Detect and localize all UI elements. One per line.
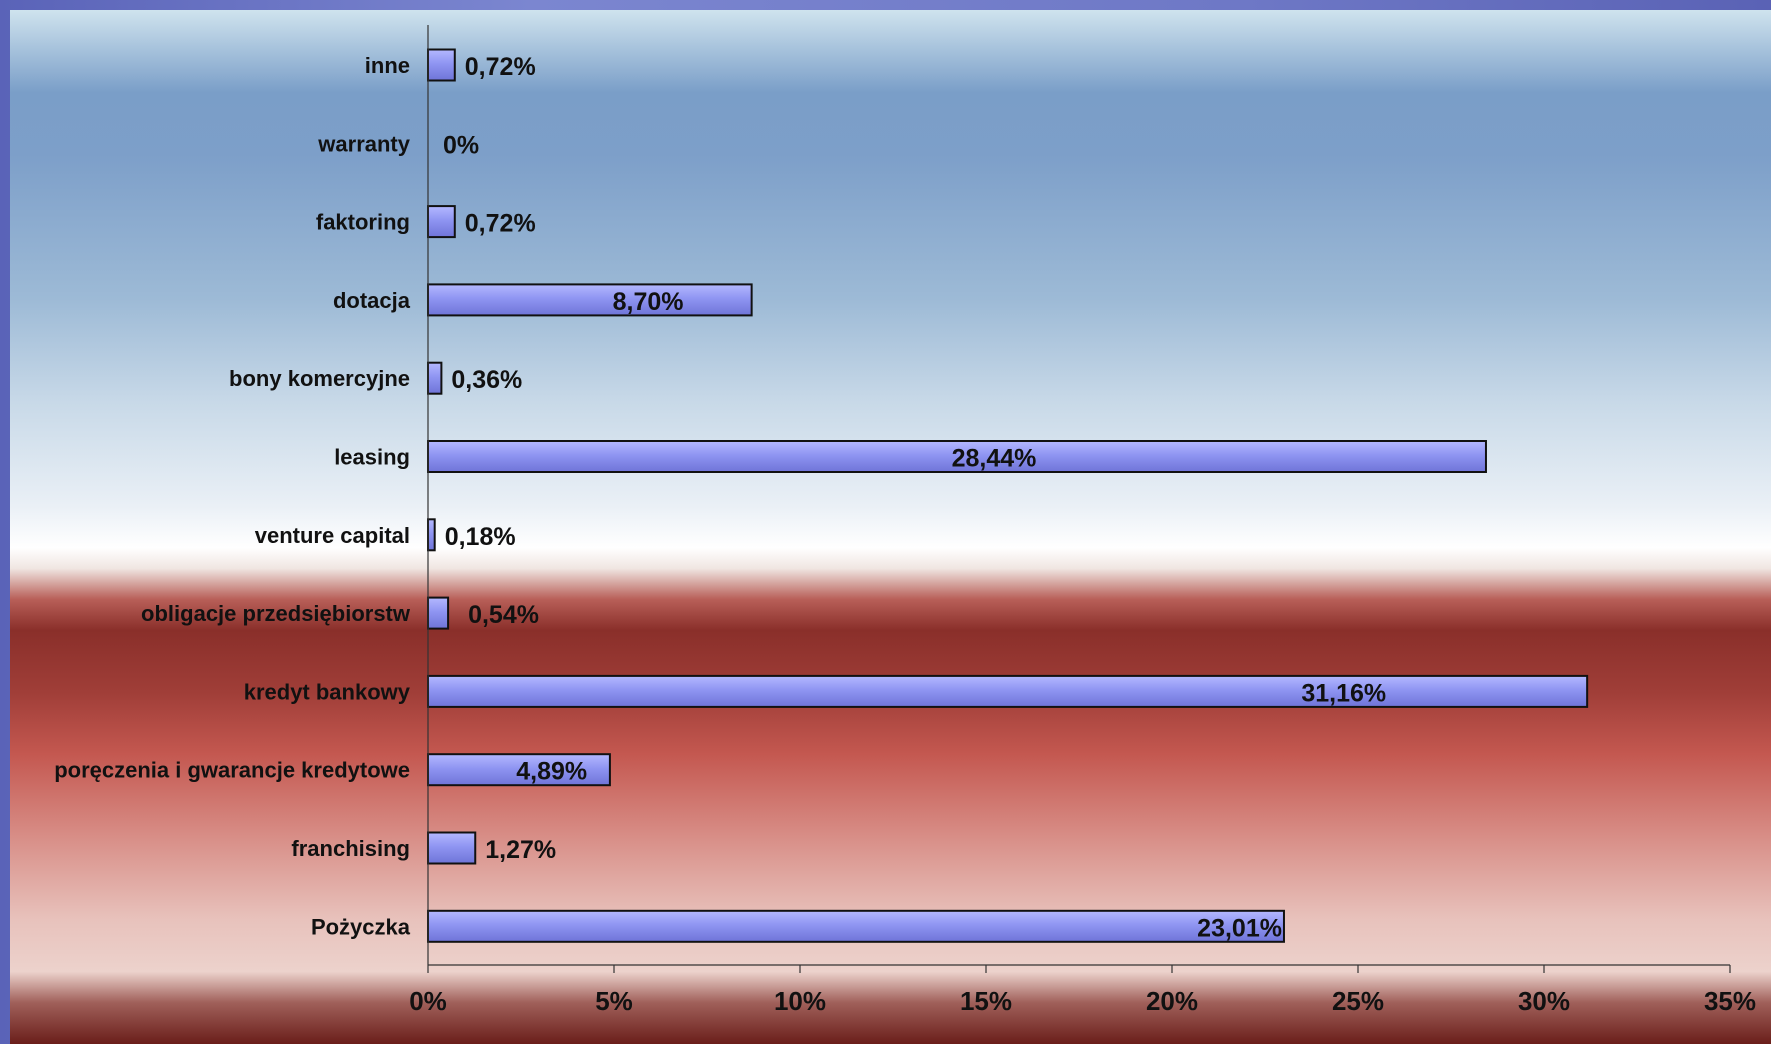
- x-tick-label: 0%: [409, 986, 447, 1016]
- category-label: venture capital: [255, 523, 410, 548]
- category-label: faktoring: [316, 210, 410, 235]
- data-label: 0,72%: [465, 210, 536, 238]
- category-label: warranty: [317, 131, 410, 156]
- data-label: 0,36%: [451, 366, 522, 394]
- x-tick-label: 30%: [1518, 986, 1570, 1016]
- category-label: leasing: [334, 445, 410, 470]
- data-label: 4,89%: [516, 758, 587, 786]
- data-label: 8,70%: [613, 288, 684, 316]
- bar: [427, 48, 456, 82]
- category-label: Pożyczka: [311, 914, 411, 939]
- x-tick-label: 10%: [774, 986, 826, 1016]
- bar: [427, 831, 477, 865]
- x-tick-label: 35%: [1704, 986, 1756, 1016]
- x-tick-label: 15%: [960, 986, 1012, 1016]
- x-axis: [427, 25, 1731, 973]
- category-label: dotacja: [333, 288, 411, 313]
- bar: [427, 361, 443, 395]
- category-label: kredyt bankowy: [244, 679, 411, 704]
- bar: [427, 753, 611, 787]
- labels-layer: 0% 5% 10% 15% 20% 25% 30% 35% inne 0,72% warranty 0…: [54, 53, 1756, 1016]
- bar: [427, 283, 753, 317]
- bar-chart: 0% 5% 10% 15% 20% 25% 30% 35% inne 0,72% warranty 0…: [54, 25, 1756, 1016]
- bar: [427, 674, 1589, 708]
- data-label: 1,27%: [485, 836, 556, 864]
- data-label: 0,18%: [445, 523, 516, 551]
- x-tick-label: 25%: [1332, 986, 1384, 1016]
- data-label: 23,01%: [1197, 914, 1282, 942]
- data-label: 0,72%: [465, 53, 536, 81]
- bars-layer: [427, 48, 1589, 943]
- bar: [427, 909, 1285, 943]
- category-label: obligacje przedsiębiorstw: [141, 601, 411, 626]
- bar: [427, 518, 436, 552]
- x-tick-label: 5%: [595, 986, 633, 1016]
- bar: [427, 596, 450, 630]
- data-label: 0,54%: [468, 601, 539, 629]
- chart-area: 0% 5% 10% 15% 20% 25% 30% 35% inne 0,72% warranty 0…: [10, 10, 1771, 1044]
- data-label: 0%: [443, 131, 479, 159]
- category-label: franchising: [291, 836, 410, 861]
- data-label: 31,16%: [1301, 679, 1386, 707]
- bar: [427, 205, 456, 239]
- category-label: poręczenia i gwarancje kredytowe: [54, 758, 410, 783]
- category-label: inne: [365, 53, 410, 78]
- category-label: bony komercyjne: [229, 366, 410, 391]
- data-label: 28,44%: [952, 445, 1037, 473]
- x-tick-label: 20%: [1146, 986, 1198, 1016]
